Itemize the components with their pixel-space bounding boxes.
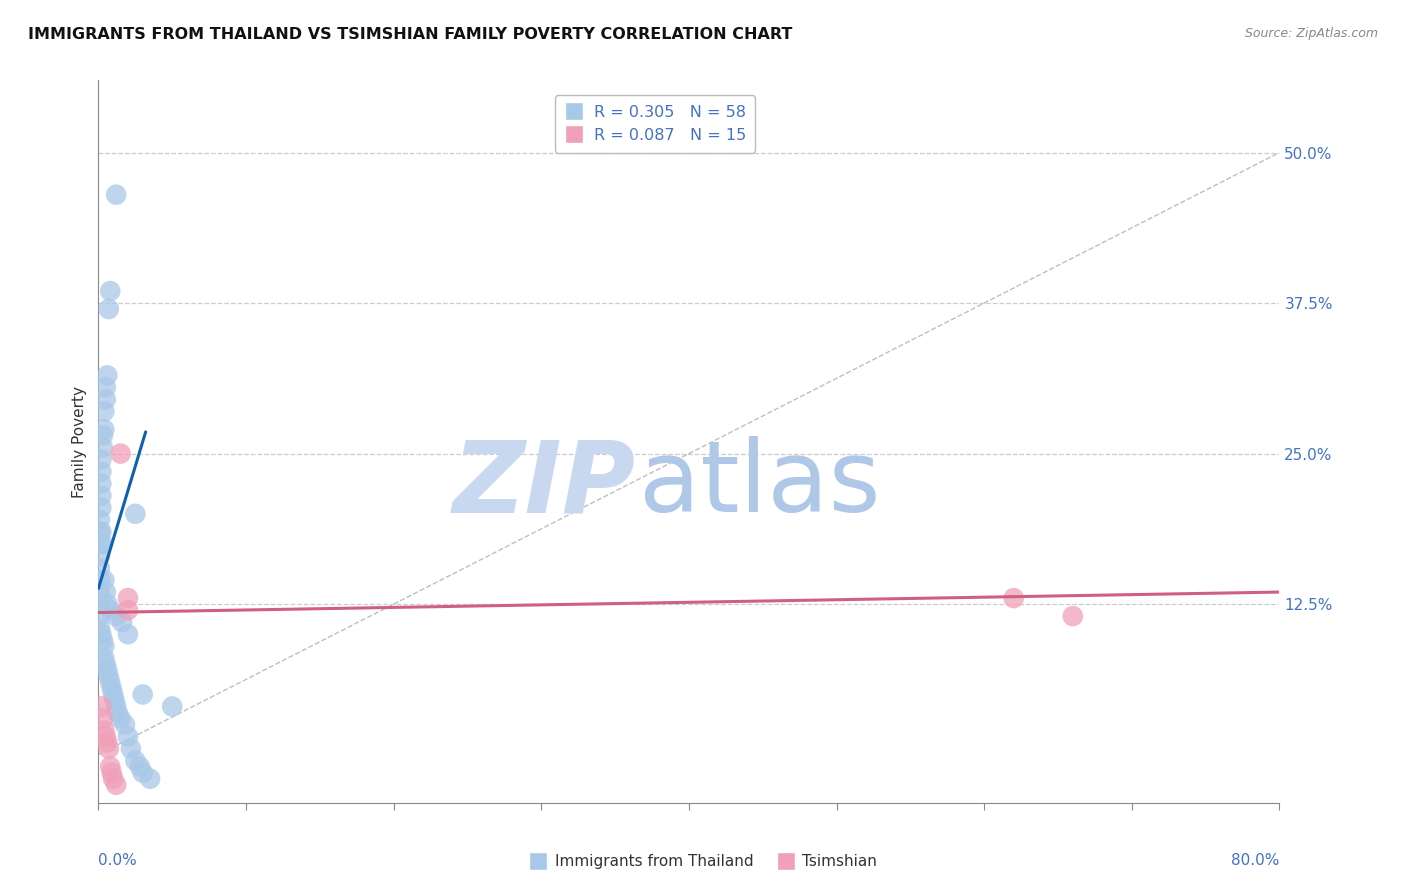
Point [117, 603, 139, 617]
Point [97, 669, 120, 683]
Point [90, 465, 112, 479]
Point [89, 597, 111, 611]
Point [100, 765, 122, 780]
Point [89, 561, 111, 575]
Point [1002, 591, 1025, 606]
Point [98, 675, 121, 690]
Point [93, 651, 115, 665]
Point [93, 639, 115, 653]
Text: 0.0%: 0.0% [98, 854, 138, 869]
Point [90, 476, 112, 491]
Point [89, 573, 111, 587]
Text: atlas: atlas [640, 436, 882, 533]
Point [91, 712, 114, 726]
Legend: Immigrants from Thailand, Tsimshian: Immigrants from Thailand, Tsimshian [523, 848, 883, 875]
Point [94, 657, 117, 672]
Point [110, 446, 132, 460]
Text: IMMIGRANTS FROM THAILAND VS TSIMSHIAN FAMILY POVERTY CORRELATION CHART: IMMIGRANTS FROM THAILAND VS TSIMSHIAN FA… [28, 27, 793, 42]
Point [117, 627, 139, 641]
Point [96, 735, 118, 749]
Point [93, 423, 115, 437]
Point [124, 507, 146, 521]
Point [89, 513, 111, 527]
Point [98, 760, 121, 774]
Point [114, 717, 136, 731]
Point [90, 452, 112, 467]
Text: 80.0%: 80.0% [1232, 854, 1279, 869]
Point [105, 187, 128, 202]
Point [98, 603, 121, 617]
Point [91, 428, 114, 442]
Point [90, 627, 112, 641]
Text: Source: ZipAtlas.com: Source: ZipAtlas.com [1244, 27, 1378, 40]
Point [1062, 609, 1084, 624]
Point [94, 392, 117, 407]
Point [90, 500, 112, 515]
Point [98, 284, 121, 298]
Point [117, 730, 139, 744]
Point [93, 723, 115, 738]
Point [91, 633, 114, 648]
Point [132, 687, 155, 701]
Point [89, 609, 111, 624]
Point [90, 524, 112, 539]
Point [90, 489, 112, 503]
Point [94, 730, 117, 744]
Point [96, 664, 118, 678]
Point [94, 380, 117, 394]
Y-axis label: Family Poverty: Family Poverty [72, 385, 87, 498]
Point [110, 712, 132, 726]
Point [96, 597, 118, 611]
Point [91, 537, 114, 551]
Text: ZIP: ZIP [453, 436, 636, 533]
Point [91, 441, 114, 455]
Point [97, 301, 120, 317]
Point [105, 699, 128, 714]
Point [93, 573, 115, 587]
Point [100, 681, 122, 696]
Point [128, 760, 150, 774]
Point [103, 687, 125, 701]
Point [124, 754, 146, 768]
Point [111, 615, 134, 630]
Point [97, 741, 120, 756]
Point [103, 772, 125, 786]
Point [105, 609, 128, 624]
Point [89, 585, 111, 599]
Point [94, 585, 117, 599]
Point [117, 591, 139, 606]
Point [132, 765, 155, 780]
Point [89, 549, 111, 563]
Point [105, 778, 128, 792]
Point [107, 706, 129, 720]
Point [120, 741, 142, 756]
Point [89, 621, 111, 635]
Point [162, 699, 183, 714]
Point [90, 699, 112, 714]
Point [89, 524, 111, 539]
Legend: R = 0.305   N = 58, R = 0.087   N = 15: R = 0.305 N = 58, R = 0.087 N = 15 [555, 95, 755, 153]
Point [96, 368, 118, 383]
Point [139, 772, 162, 786]
Point [93, 404, 115, 418]
Point [104, 693, 127, 707]
Point [89, 537, 111, 551]
